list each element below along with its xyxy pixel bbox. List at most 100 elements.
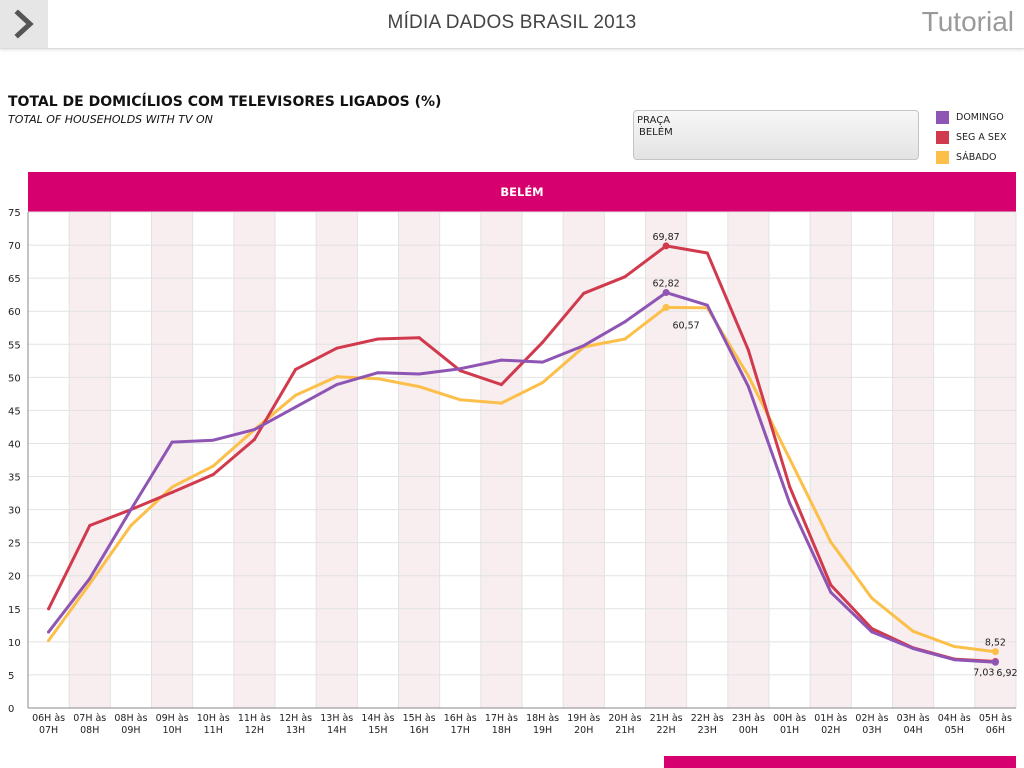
x-tick-label: 19H às 20H — [567, 713, 600, 736]
data-point-domingo — [705, 303, 709, 307]
data-point-domingo — [870, 630, 874, 634]
column-band — [810, 212, 852, 708]
x-tick-label: 03H às 04H — [897, 713, 930, 736]
y-tick-label: 65 — [8, 274, 21, 285]
data-point-s-bado — [829, 540, 833, 544]
region-band: BELÉM — [28, 172, 1016, 212]
x-tick-label: 20H às 21H — [608, 713, 641, 736]
x-tick-label: 10H às 11H — [197, 713, 230, 736]
data-point-s-bado — [499, 401, 503, 405]
data-point-s-bado — [541, 381, 545, 385]
data-point-seg-a-sex — [499, 383, 503, 387]
x-tick-label: 21H às 22H — [650, 713, 683, 736]
top-bar: MÍDIA DADOS BRASIL 2013 Tutorial — [0, 0, 1024, 49]
legend-item-domingo: DOMINGO — [936, 107, 1006, 127]
column-band — [151, 212, 193, 708]
y-tick-label: 60 — [8, 307, 21, 318]
y-tick-label: 40 — [8, 439, 21, 450]
data-point-s-bado — [211, 464, 215, 468]
data-label: 8,52 — [985, 638, 1006, 649]
x-tick-label: 09H às 10H — [156, 713, 189, 736]
data-point-seg-a-sex — [88, 523, 92, 527]
data-point-domingo — [582, 344, 586, 348]
data-point-domingo — [829, 590, 833, 594]
data-point-seg-a-sex — [623, 275, 627, 279]
x-tick-label: 06H às 07H — [32, 713, 65, 736]
x-tick-label: 04H às 05H — [938, 713, 971, 736]
data-point-seg-a-sex — [829, 583, 833, 587]
series-line-domingo — [47, 291, 997, 664]
y-tick-label: 55 — [8, 340, 21, 351]
data-label: 62,82 — [652, 279, 679, 290]
data-point-domingo — [991, 658, 999, 666]
data-point-s-bado — [170, 485, 174, 489]
data-point-seg-a-sex — [376, 337, 380, 341]
data-point-s-bado — [417, 385, 421, 389]
data-point-domingo — [662, 289, 670, 297]
x-tick-label: 07H às 08H — [73, 713, 106, 736]
column-band — [233, 212, 275, 708]
app-title: MÍDIA DADOS BRASIL 2013 — [387, 12, 637, 33]
data-point-seg-a-sex — [417, 336, 421, 340]
legend-label-seg-a-sex: SEG A SEX — [956, 131, 1007, 143]
x-tick-label: 22H às 23H — [691, 713, 724, 736]
region-band-label: BELÉM — [500, 185, 544, 199]
y-tick-label: 45 — [8, 406, 21, 417]
x-tick-label: 08H às 09H — [114, 713, 147, 736]
column-band — [892, 212, 934, 708]
chevron-right-icon — [14, 9, 34, 39]
chart-title: TOTAL DE DOMICÍLIOS COM TELEVISORES LIGA… — [8, 94, 442, 110]
data-point-domingo — [294, 405, 298, 409]
data-point-s-bado — [623, 337, 627, 341]
data-point-s-bado — [129, 523, 133, 527]
x-tick-label: 17H às 18H — [485, 713, 518, 736]
y-tick-label: 35 — [8, 473, 21, 484]
data-point-seg-a-sex — [47, 607, 51, 611]
x-tick-label: 11H às 12H — [238, 713, 271, 736]
data-point-seg-a-sex — [252, 437, 256, 441]
data-label: 60,57 — [672, 320, 699, 331]
data-point-seg-a-sex — [294, 367, 298, 371]
x-tick-label: 12H às 13H — [279, 713, 312, 736]
data-point-seg-a-sex — [211, 473, 215, 477]
praca-selector[interactable]: PRAÇA BELÉM — [633, 110, 919, 160]
legend-item-sabado: SÁBADO — [936, 147, 1006, 167]
bottom-accent-bar — [664, 756, 1016, 768]
column-band — [398, 212, 440, 708]
data-point-s-bado — [88, 582, 92, 586]
x-tick-label: 15H às 16H — [403, 713, 436, 736]
data-point-seg-a-sex — [541, 340, 545, 344]
legend-item-seg-a-sex: SEG A SEX — [936, 127, 1006, 147]
x-tick-label: 18H às 19H — [526, 713, 559, 736]
data-point-domingo — [170, 440, 174, 444]
y-tick-label: 70 — [8, 241, 21, 252]
data-point-s-bado — [294, 393, 298, 397]
data-point-domingo — [499, 358, 503, 362]
legend-swatch-sabado — [936, 150, 949, 164]
data-point-domingo — [376, 371, 380, 375]
data-point-s-bado — [788, 457, 792, 461]
data-point-domingo — [458, 367, 462, 371]
data-label: 69,87 — [652, 232, 679, 243]
data-point-s-bado — [458, 398, 462, 402]
legend-label-sabado: SÁBADO — [956, 151, 997, 163]
x-tick-label: 23H às 00H — [732, 713, 765, 736]
tutorial-link[interactable]: Tutorial — [921, 6, 1014, 37]
column-band — [316, 212, 358, 708]
data-point-seg-a-sex — [788, 484, 792, 488]
data-point-domingo — [911, 646, 915, 650]
data-point-s-bado — [47, 639, 51, 643]
back-button[interactable] — [0, 0, 48, 48]
column-band — [727, 212, 769, 708]
data-point-s-bado — [991, 648, 999, 656]
data-point-seg-a-sex — [582, 291, 586, 295]
y-tick-label: 30 — [8, 506, 21, 517]
data-point-seg-a-sex — [335, 346, 339, 350]
data-point-s-bado — [662, 303, 670, 311]
data-point-domingo — [952, 658, 956, 662]
y-tick-label: 10 — [8, 638, 21, 649]
y-tick-label: 0 — [8, 704, 14, 715]
data-point-domingo — [417, 372, 421, 376]
y-tick-label: 20 — [8, 572, 21, 583]
